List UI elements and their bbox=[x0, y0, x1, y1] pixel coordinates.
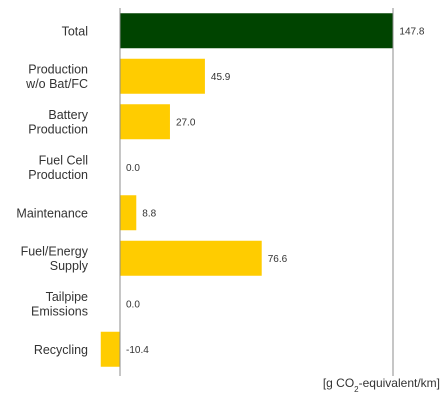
category-label-2-line-1: Production bbox=[28, 123, 88, 137]
unit-label: [g CO2-equivalent/km] bbox=[323, 376, 440, 394]
category-label-4-line-0: Maintenance bbox=[16, 206, 88, 220]
bar-1 bbox=[120, 58, 205, 94]
category-label-0: Total bbox=[62, 24, 88, 38]
category-label-3-line-0: Fuel Cell bbox=[39, 154, 88, 168]
value-label-7: -10.4 bbox=[126, 345, 149, 356]
bar-0 bbox=[120, 13, 394, 49]
value-label-0: 147.8 bbox=[399, 26, 424, 37]
bars-layer bbox=[100, 13, 394, 367]
unit-label-prefix: [g CO bbox=[323, 376, 354, 390]
bar-4 bbox=[120, 195, 137, 231]
value-label-4: 8.8 bbox=[142, 208, 156, 219]
category-label-0-line-0: Total bbox=[62, 24, 88, 38]
category-label-5-line-1: Supply bbox=[50, 259, 89, 273]
category-label-4: Maintenance bbox=[16, 206, 88, 220]
category-label-7: Recycling bbox=[34, 343, 88, 357]
category-label-1-line-1: w/o Bat/FC bbox=[25, 77, 88, 91]
category-label-3-line-1: Production bbox=[28, 168, 88, 182]
category-label-6-line-0: Tailpipe bbox=[46, 290, 88, 304]
unit-label-suffix: -equivalent/km] bbox=[359, 376, 440, 390]
value-label-3: 0.0 bbox=[126, 163, 140, 174]
value-labels: 147.8 45.9 27.0 0.0 8.8 76.6 0.0 -10.4 bbox=[126, 26, 425, 356]
category-label-1: Production w/o Bat/FC bbox=[25, 63, 88, 92]
bar-2 bbox=[120, 104, 170, 140]
value-label-5: 76.6 bbox=[268, 254, 288, 265]
category-label-6-line-1: Emissions bbox=[31, 305, 88, 319]
bar-7 bbox=[100, 331, 120, 367]
bar-5 bbox=[120, 240, 262, 276]
value-label-2: 27.0 bbox=[176, 117, 196, 128]
value-label-1: 45.9 bbox=[211, 72, 231, 83]
category-label-2-line-0: Battery bbox=[48, 108, 88, 122]
category-label-7-line-0: Recycling bbox=[34, 343, 88, 357]
category-label-3: Fuel Cell Production bbox=[28, 154, 88, 183]
category-label-1-line-0: Production bbox=[28, 63, 88, 77]
category-label-5: Fuel/Energy Supply bbox=[21, 245, 89, 274]
category-label-5-line-0: Fuel/Energy bbox=[21, 245, 89, 259]
value-label-6: 0.0 bbox=[126, 299, 140, 310]
category-label-6: Tailpipe Emissions bbox=[31, 290, 88, 319]
category-label-2: Battery Production bbox=[28, 108, 89, 137]
unit-label-subscript: 2 bbox=[354, 385, 359, 394]
